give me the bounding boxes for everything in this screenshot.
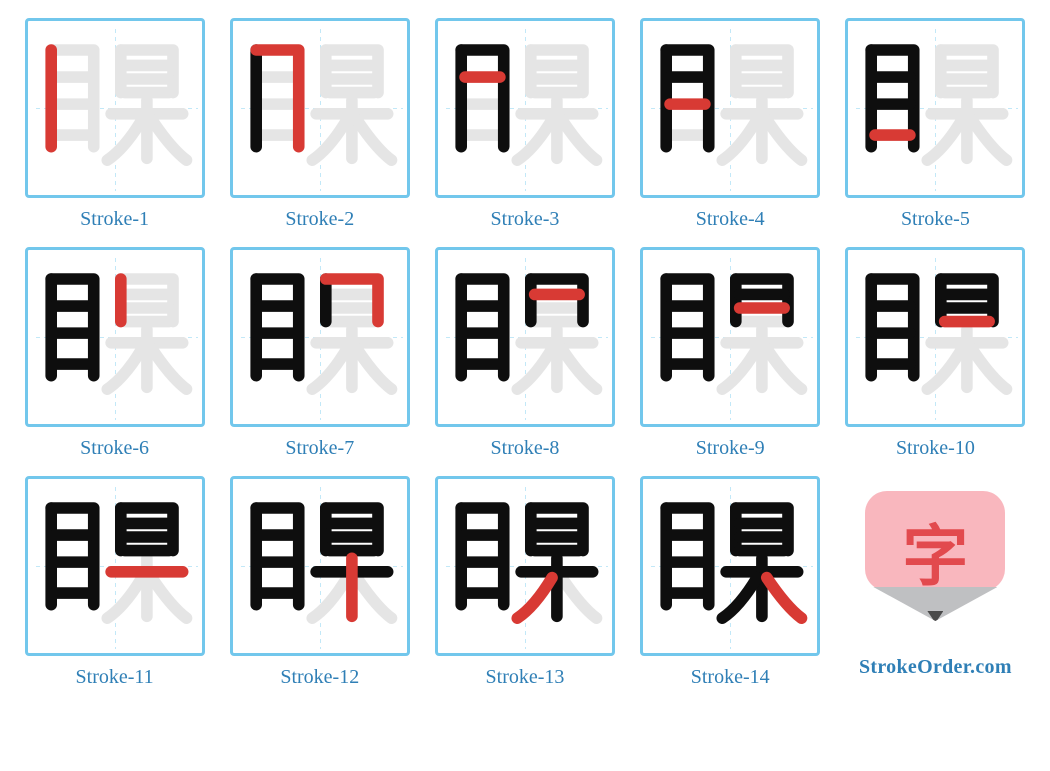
stroke-caption: Stroke-1 — [80, 208, 149, 231]
glyph — [643, 479, 817, 653]
pencil-char: 字 — [865, 503, 1005, 599]
stroke-cell: Stroke-4 — [636, 18, 825, 231]
stroke-caption: Stroke-10 — [896, 437, 975, 460]
glyph — [848, 21, 1022, 195]
glyph — [233, 479, 407, 653]
stroke-tile — [640, 476, 820, 656]
stroke-tile — [640, 247, 820, 427]
stroke-tile — [25, 476, 205, 656]
stroke-cell: Stroke-14 — [636, 476, 825, 689]
glyph — [438, 21, 612, 195]
glyph — [28, 479, 202, 653]
stroke-cell: Stroke-3 — [430, 18, 619, 231]
stroke-caption: Stroke-13 — [486, 666, 565, 689]
stroke-caption: Stroke-11 — [76, 666, 154, 689]
stroke-tile — [845, 247, 1025, 427]
glyph — [438, 479, 612, 653]
brand-logo: 字 — [845, 476, 1025, 656]
glyph — [233, 21, 407, 195]
glyph — [643, 21, 817, 195]
stroke-cell: Stroke-10 — [841, 247, 1030, 460]
stroke-grid: Stroke-1 Stroke-2 Stroke-3 Stroke-4 — [0, 0, 1050, 699]
stroke-tile — [435, 18, 615, 198]
glyph — [233, 250, 407, 424]
stroke-cell: Stroke-5 — [841, 18, 1030, 231]
stroke-caption: Stroke-5 — [901, 208, 970, 231]
stroke-cell: Stroke-8 — [430, 247, 619, 460]
brand-cell: 字 StrokeOrder.com — [841, 476, 1030, 689]
glyph — [643, 250, 817, 424]
stroke-caption: Stroke-2 — [285, 208, 354, 231]
stroke-cell: Stroke-1 — [20, 18, 209, 231]
stroke-tile — [230, 476, 410, 656]
glyph — [28, 250, 202, 424]
stroke-tile — [230, 18, 410, 198]
stroke-tile — [230, 247, 410, 427]
stroke-cell: Stroke-12 — [225, 476, 414, 689]
stroke-tile — [435, 247, 615, 427]
stroke-caption: Stroke-14 — [691, 666, 770, 689]
pencil-tip — [873, 587, 997, 621]
stroke-tile — [25, 247, 205, 427]
stroke-caption: Stroke-8 — [491, 437, 560, 460]
glyph — [28, 21, 202, 195]
stroke-tile — [435, 476, 615, 656]
glyph — [848, 250, 1022, 424]
stroke-cell: Stroke-11 — [20, 476, 209, 689]
stroke-cell: Stroke-7 — [225, 247, 414, 460]
stroke-caption: Stroke-4 — [696, 208, 765, 231]
stroke-cell: Stroke-9 — [636, 247, 825, 460]
stroke-caption: Stroke-3 — [491, 208, 560, 231]
stroke-cell: Stroke-2 — [225, 18, 414, 231]
stroke-cell: Stroke-6 — [20, 247, 209, 460]
stroke-tile — [845, 18, 1025, 198]
stroke-cell: Stroke-13 — [430, 476, 619, 689]
glyph — [438, 250, 612, 424]
stroke-caption: Stroke-6 — [80, 437, 149, 460]
stroke-tile — [640, 18, 820, 198]
stroke-tile — [25, 18, 205, 198]
site-link[interactable]: StrokeOrder.com — [859, 656, 1012, 679]
stroke-caption: Stroke-9 — [696, 437, 765, 460]
stroke-caption: Stroke-12 — [280, 666, 359, 689]
stroke-caption: Stroke-7 — [285, 437, 354, 460]
